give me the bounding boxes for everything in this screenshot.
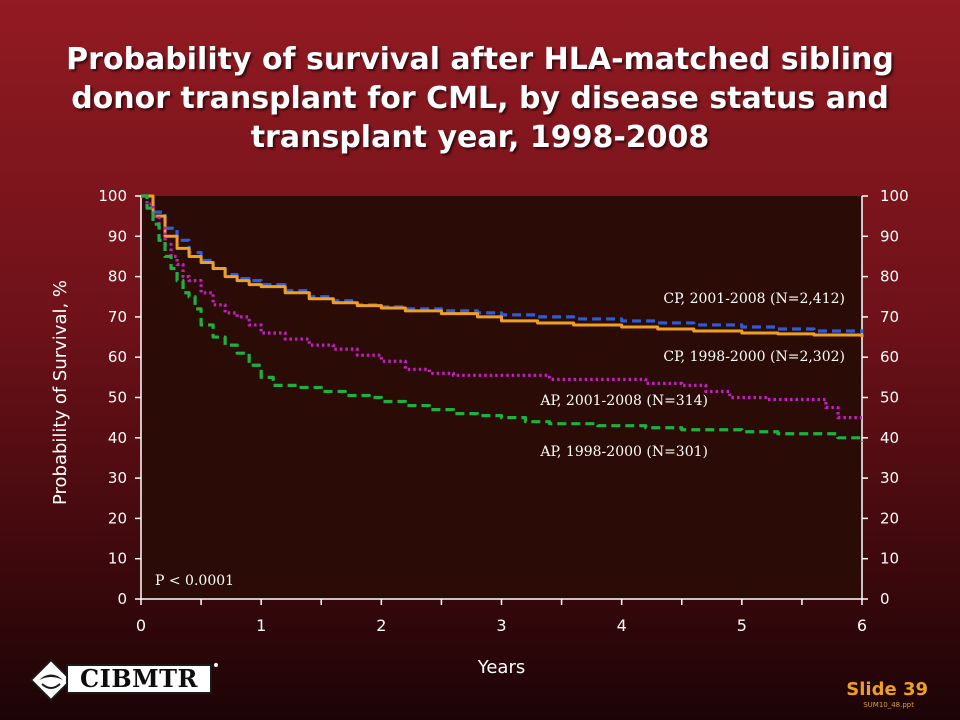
logo-registered-mark (214, 663, 218, 667)
x-tick-label: 3 (496, 616, 506, 635)
y-tick-label-right: 90 (880, 227, 899, 245)
slide-file-name: SUM10_48.ppt (863, 701, 914, 709)
y-tick-label-left: 10 (108, 550, 127, 568)
y-axis-title: Probability of Survival, % (50, 280, 71, 505)
y-tick-label-right: 80 (880, 268, 899, 286)
x-tick-label: 0 (136, 616, 146, 635)
x-tick-label: 4 (617, 616, 627, 635)
y-tick-label-right: 10 (880, 550, 899, 568)
x-tick-label: 2 (376, 616, 386, 635)
y-tick-label-left: 40 (108, 429, 127, 447)
cibmtr-logo: CIBMTR (28, 657, 218, 703)
y-tick-label-left: 60 (108, 348, 127, 366)
series-label: AP, 1998-2000 (N=301) (539, 444, 708, 460)
plot-area (141, 196, 862, 599)
y-tick-label-right: 0 (880, 590, 890, 608)
x-tick-label: 5 (737, 616, 747, 635)
y-tick-label-left: 50 (108, 389, 127, 407)
y-tick-label-left: 70 (108, 308, 127, 326)
y-tick-label-left: 0 (117, 590, 127, 608)
series-label: CP, 1998-2000 (N=2,302) (663, 349, 845, 365)
series-line (141, 194, 864, 442)
y-tick-label-right: 50 (880, 389, 899, 407)
y-tick-label-right: 30 (880, 469, 899, 487)
y-tick-label-right: 70 (880, 308, 899, 326)
logo-wordmark: CIBMTR (66, 664, 212, 694)
series-line (141, 194, 864, 338)
p-value-annotation: P < 0.0001 (155, 573, 234, 589)
y-tick-label-left: 30 (108, 469, 127, 487)
slide-title: Probability of survival after HLA-matche… (66, 42, 894, 155)
y-tick-label-right: 40 (880, 429, 899, 447)
y-tick-label-right: 20 (880, 509, 899, 527)
x-tick-label: 6 (857, 616, 867, 635)
y-tick-label-left: 20 (108, 509, 127, 527)
y-tick-label-left: 80 (108, 268, 127, 286)
series-label: AP, 2001-2008 (N=314) (539, 393, 708, 409)
y-tick-label-right: 60 (880, 348, 899, 366)
y-tick-label-left: 100 (98, 187, 127, 205)
slide-number: Slide 39 (846, 679, 928, 700)
diamond-icon (30, 659, 72, 701)
series-label: CP, 2001-2008 (N=2,412) (663, 291, 845, 307)
x-tick-label: 1 (256, 616, 266, 635)
y-tick-label-right: 100 (880, 187, 909, 205)
x-axis-title: Years (477, 657, 526, 678)
series-line (141, 194, 862, 420)
y-tick-label-left: 90 (108, 227, 127, 245)
